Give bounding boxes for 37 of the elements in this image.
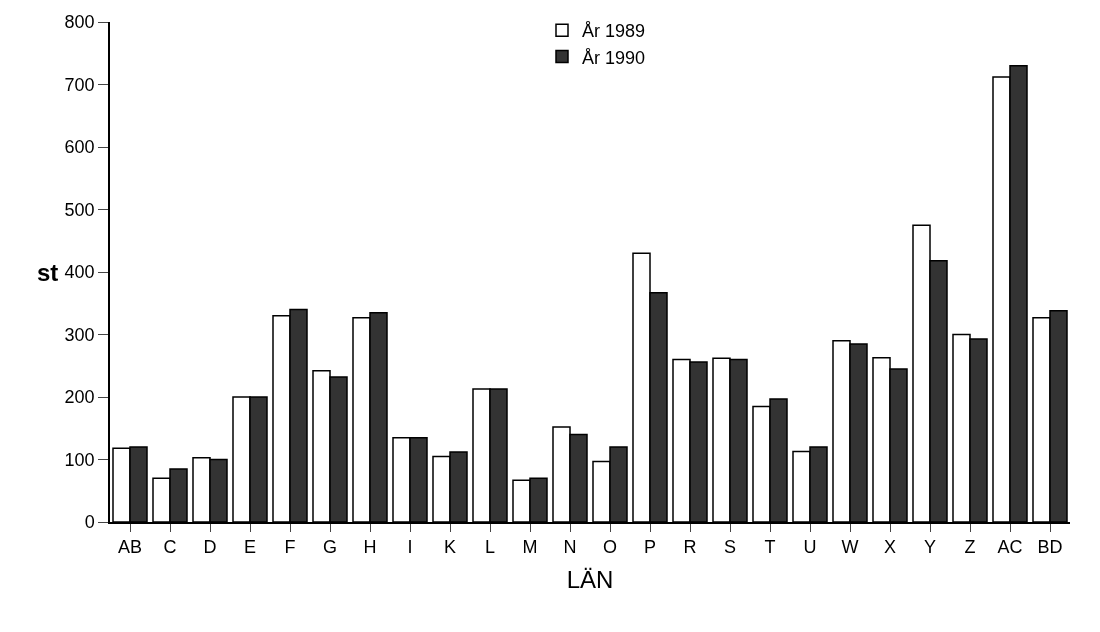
x-tick-label: O	[602, 537, 618, 558]
x-tick-label: AB	[117, 537, 143, 558]
x-tick-label: P	[643, 537, 657, 558]
x-tick-label: K	[443, 537, 457, 558]
x-tick-label: AC	[997, 537, 1023, 558]
x-tick-label: W	[841, 537, 859, 558]
x-tick-label: G	[322, 537, 338, 558]
y-tick-label: 500	[64, 199, 95, 220]
x-tick-label: L	[484, 537, 496, 558]
y-axis-title: st	[37, 259, 59, 286]
y-tick-label: 700	[64, 74, 95, 95]
legend-label: År 1989	[582, 21, 646, 42]
x-tick-label: U	[803, 537, 817, 558]
x-tick-label: H	[363, 537, 377, 558]
y-tick-label: 200	[64, 387, 95, 408]
y-tick-label: 800	[64, 12, 95, 33]
x-tick-label: F	[284, 537, 296, 558]
y-tick-label: 300	[64, 324, 95, 345]
x-tick-label: Y	[923, 537, 937, 558]
x-tick-label: X	[883, 537, 897, 558]
legend-label: År 1990	[582, 47, 646, 68]
y-tick-label: 400	[64, 262, 95, 283]
x-axis-title: LÄN	[566, 566, 614, 594]
x-tick-label: T	[764, 537, 776, 558]
y-tick-label: 100	[64, 449, 95, 470]
x-tick-label: C	[163, 537, 177, 558]
x-tick-label: Z	[964, 537, 976, 558]
x-tick-label: I	[407, 537, 413, 558]
x-tick-label: R	[683, 537, 697, 558]
x-tick-label: M	[522, 537, 538, 558]
x-tick-label: N	[563, 537, 577, 558]
x-tick-label: S	[723, 537, 737, 558]
y-tick-label: 0	[84, 512, 95, 533]
y-tick-label: 600	[64, 137, 95, 158]
x-tick-label: BD	[1037, 537, 1063, 558]
x-tick-label: E	[243, 537, 257, 558]
x-tick-label: D	[203, 537, 217, 558]
